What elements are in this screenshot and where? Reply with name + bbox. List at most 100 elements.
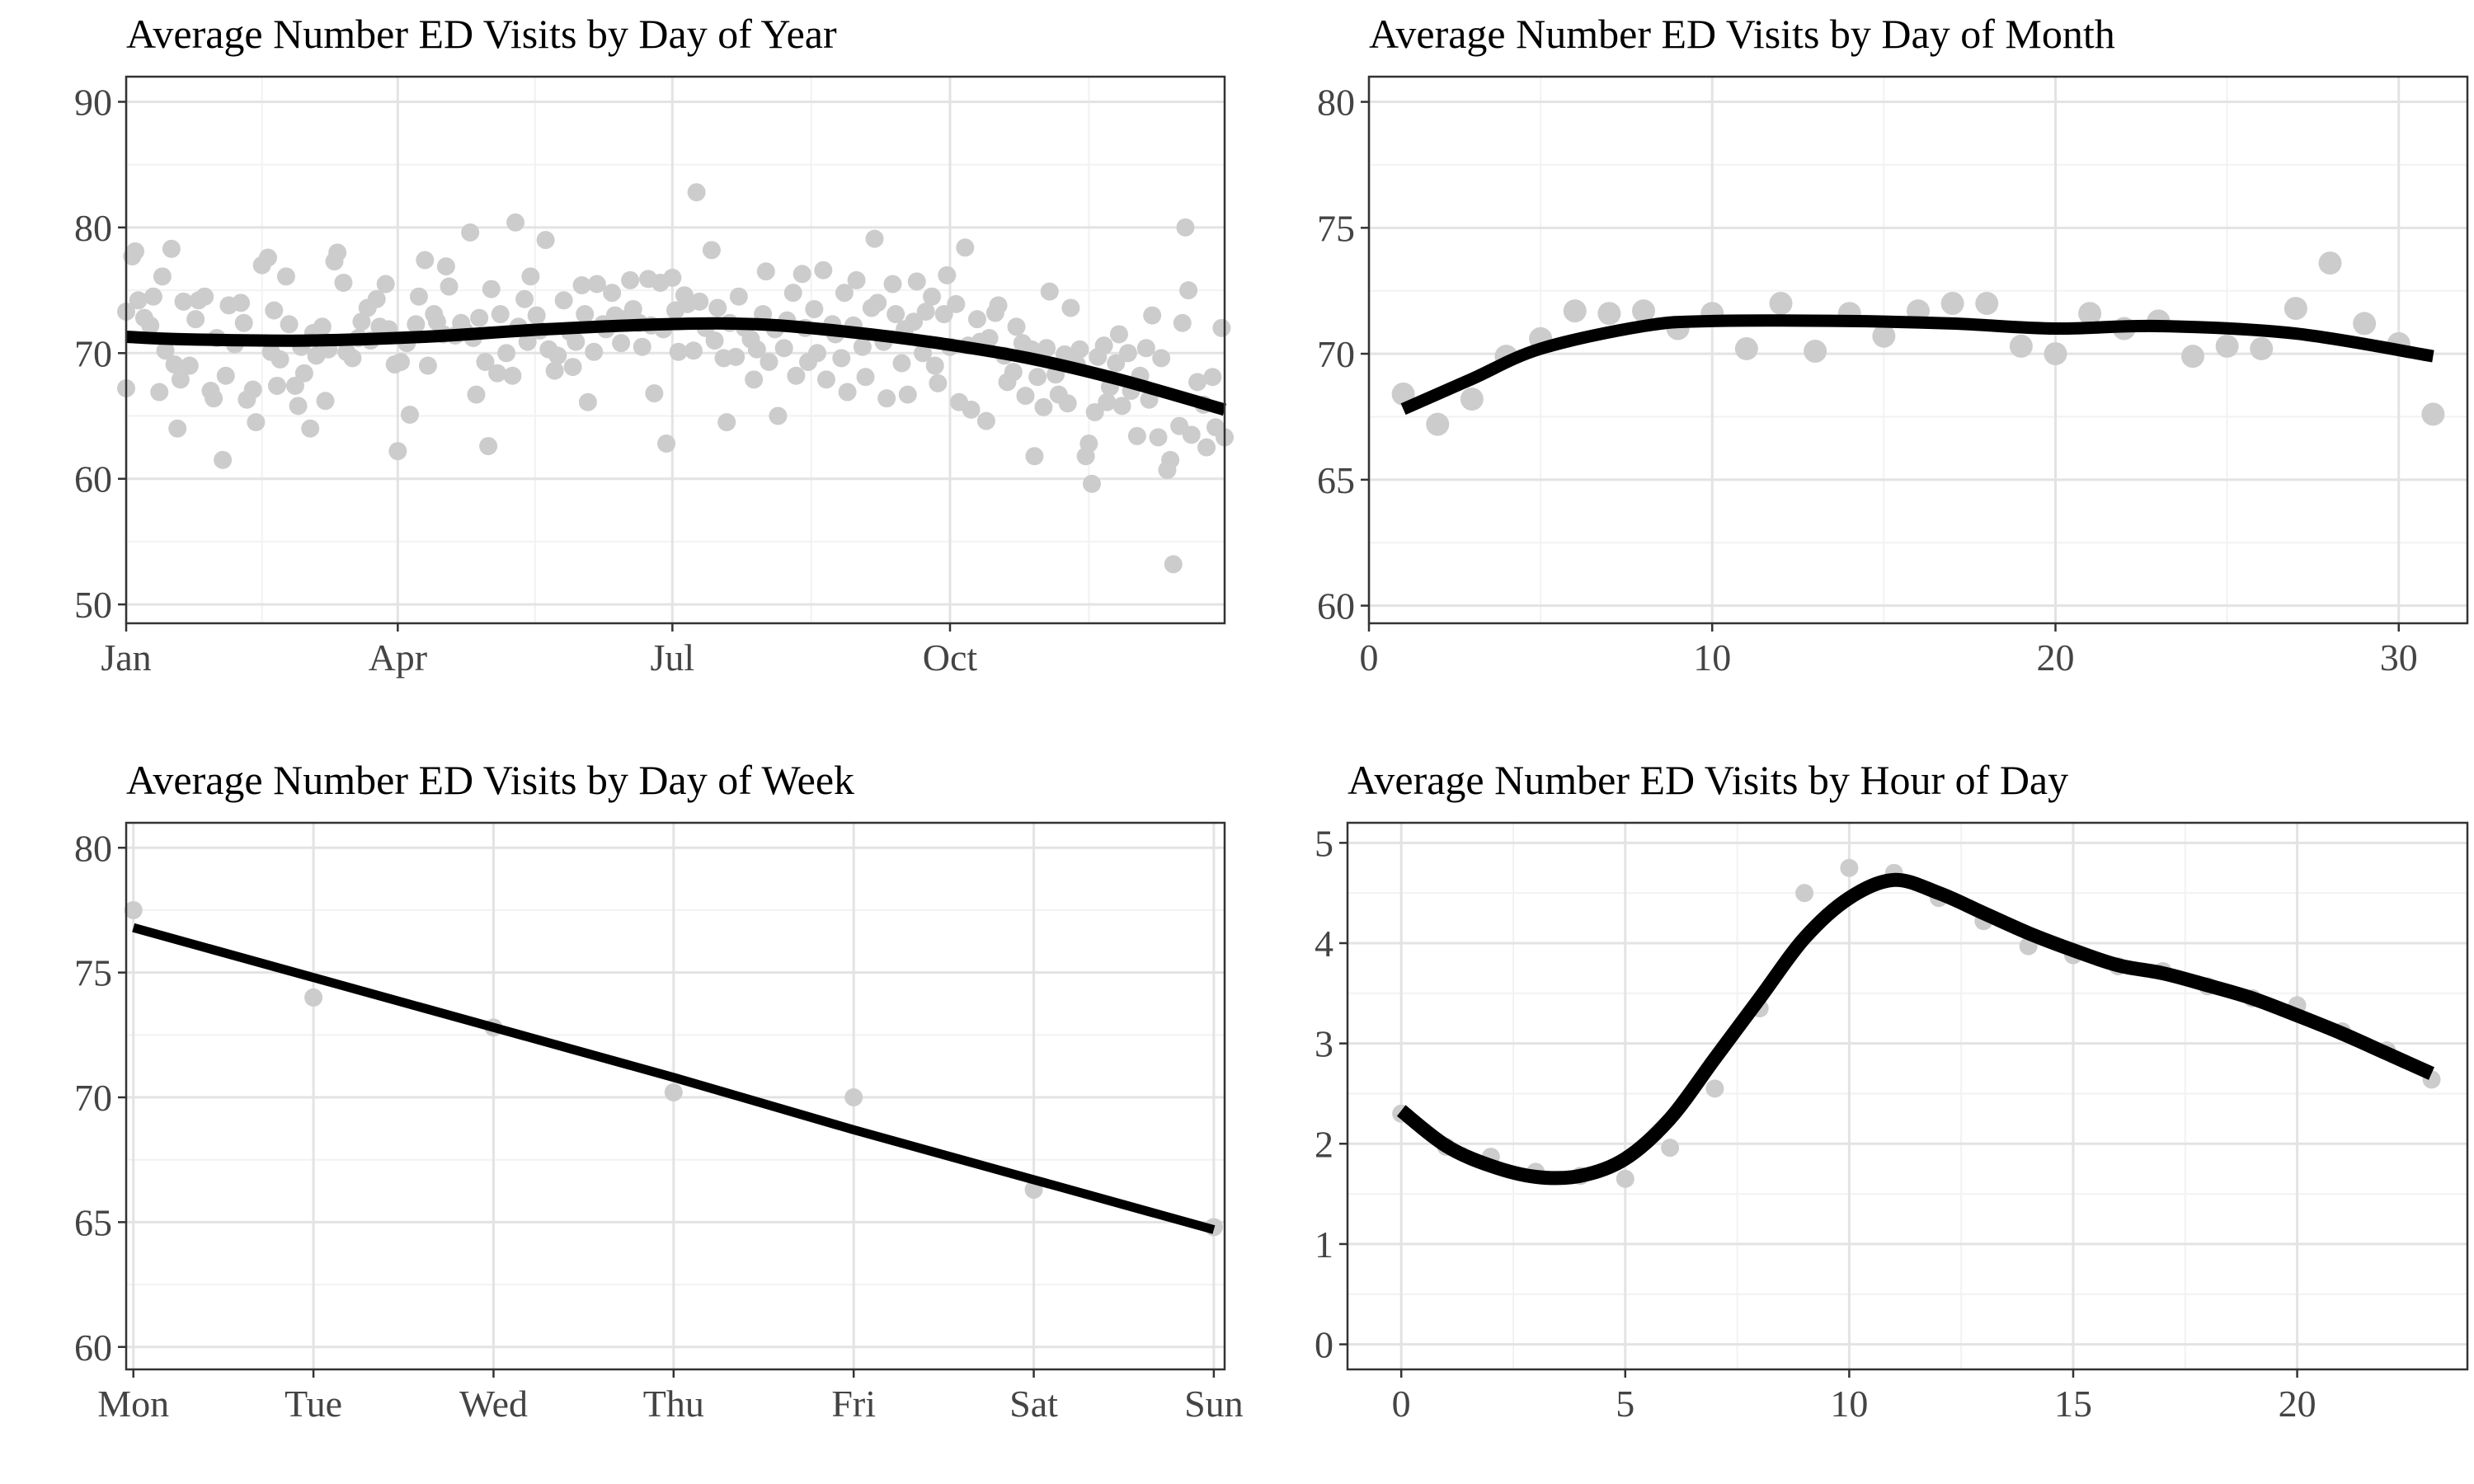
data-point — [612, 334, 631, 353]
panel-hour-of-day: Average Number ED Visits by Hour of Day … — [1315, 757, 2469, 1425]
data-point — [853, 337, 872, 356]
data-point — [793, 265, 811, 284]
data-point — [1094, 336, 1113, 355]
data-point — [938, 265, 957, 284]
data-point — [2250, 336, 2274, 360]
data-point — [1188, 373, 1207, 392]
data-point — [186, 310, 205, 329]
data-point — [708, 298, 727, 317]
data-point — [717, 413, 736, 432]
data-point — [980, 329, 999, 348]
data-point — [1734, 336, 1758, 360]
data-point — [129, 291, 148, 310]
data-point — [214, 450, 233, 469]
data-point — [491, 305, 510, 324]
data-point — [1085, 402, 1104, 421]
x-tick-label: Mon — [97, 1383, 169, 1425]
data-points — [117, 183, 1234, 574]
data-point — [1112, 397, 1131, 416]
data-point — [409, 287, 428, 306]
x-tick-label: 0 — [1360, 636, 1379, 679]
y-tick-label: 65 — [1317, 459, 1355, 501]
data-point — [1028, 368, 1047, 387]
data-point — [892, 354, 911, 373]
data-point — [729, 287, 748, 306]
data-point — [479, 437, 498, 456]
plot-frame — [1346, 821, 2469, 1371]
data-point — [702, 241, 721, 260]
data-point — [587, 275, 606, 294]
data-point — [554, 291, 573, 310]
x-tick-label: Jan — [101, 636, 151, 679]
data-point — [1025, 447, 1044, 466]
data-point — [2009, 334, 2033, 358]
data-point — [967, 310, 986, 329]
data-point — [1161, 450, 1180, 469]
data-point — [258, 248, 277, 267]
data-point — [124, 900, 143, 919]
data-point — [916, 303, 935, 322]
x-tick-label: 20 — [2279, 1383, 2316, 1425]
data-point — [461, 223, 480, 242]
data-point — [1152, 349, 1171, 368]
data-point — [929, 373, 948, 392]
data-point — [2078, 302, 2102, 326]
data-point — [1460, 387, 1484, 411]
data-point — [847, 270, 866, 289]
data-point — [669, 342, 688, 361]
data-point — [2181, 345, 2204, 369]
plot-frame — [1367, 75, 2469, 625]
data-point — [367, 289, 386, 308]
data-point — [1804, 340, 1827, 364]
y-tick-label: 70 — [1317, 333, 1355, 375]
x-tick-label: Wed — [459, 1383, 528, 1425]
data-point — [907, 272, 926, 291]
y-tick-label: 75 — [74, 952, 112, 994]
data-point — [623, 299, 642, 318]
data-point — [1212, 318, 1231, 337]
data-point — [270, 350, 289, 369]
data-point — [1563, 299, 1587, 323]
data-point — [153, 267, 172, 286]
x-tick-label: 30 — [2380, 636, 2418, 679]
data-point — [1616, 1169, 1634, 1188]
data-point — [497, 344, 516, 363]
data-point — [125, 242, 144, 261]
data-point — [877, 389, 896, 408]
data-point — [838, 383, 857, 402]
data-point — [1149, 428, 1168, 447]
gridlines — [1348, 823, 2467, 1369]
data-point — [521, 267, 540, 286]
data-point — [301, 419, 320, 438]
x-tick-label: Tue — [285, 1383, 342, 1425]
plot-frame — [125, 75, 1226, 625]
data-point — [657, 434, 676, 453]
data-points — [1392, 858, 2441, 1188]
data-point — [807, 344, 826, 363]
data-point — [1058, 394, 1077, 413]
data-point — [844, 1088, 863, 1107]
y-tick-label: 60 — [1317, 585, 1355, 627]
data-point — [621, 270, 640, 289]
data-point — [756, 262, 775, 281]
data-point — [1004, 363, 1023, 382]
x-axis: Jan Apr Jul Oct — [101, 623, 977, 679]
data-point — [572, 276, 591, 295]
data-point — [865, 229, 884, 248]
data-point — [247, 413, 266, 432]
data-point — [195, 287, 214, 306]
x-tick-label: Oct — [923, 636, 978, 679]
chart-title: Average Number ED Visits by Day of Month — [1369, 11, 2115, 57]
data-point — [1098, 392, 1117, 411]
data-point — [515, 289, 534, 308]
data-point — [1109, 325, 1128, 344]
data-point — [868, 294, 887, 312]
data-point — [684, 341, 703, 360]
y-tick-label: 80 — [74, 207, 112, 249]
data-point — [418, 356, 437, 375]
x-tick-label: Fri — [831, 1383, 876, 1425]
y-tick-label: 70 — [74, 1077, 112, 1119]
data-point — [923, 287, 942, 306]
chart-title: Average Number ED Visits by Day of Week — [126, 757, 854, 803]
data-point — [1179, 281, 1198, 300]
